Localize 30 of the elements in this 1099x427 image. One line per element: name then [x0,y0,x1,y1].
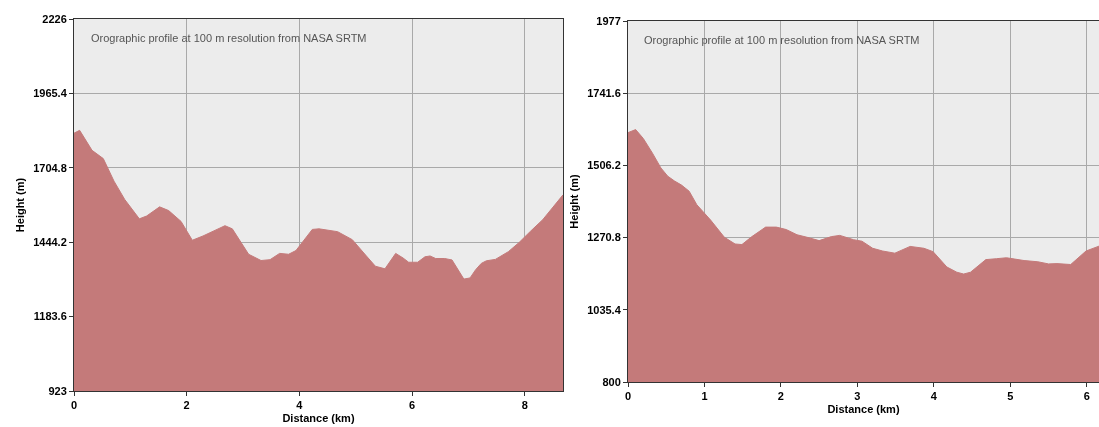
y-axis-title: Height (m) [13,177,26,233]
x-tick-label: 4 [296,399,304,412]
x-tick-label: 4 [930,390,938,403]
y-tick-label: 1444.2 [33,236,67,249]
y-tick-label: 1506.2 [587,159,621,172]
x-tick-label: 6 [1083,390,1090,403]
y-tick-label: 2226 [42,12,67,25]
x-tick-label: 2 [777,390,784,403]
x-tick-label: 3 [854,390,861,403]
x-tick-label: 8 [521,399,528,412]
y-tick-label: 800 [602,375,621,388]
y-tick-label: 1183.6 [33,310,67,323]
x-tick-label: 2 [183,399,190,412]
y-tick-label: 1965.4 [33,87,68,100]
y-tick-label: 1741.6 [587,87,621,100]
x-tick-label: 0 [624,390,632,403]
x-tick-label: 1 [701,390,708,403]
x-tick-label: 0 [70,399,78,412]
x-axis-title: Distance (km) [282,412,355,425]
annotation: Orographic profile at 100 m resolution from NASA SRTM [644,34,920,46]
y-tick-label: 1977 [596,14,621,27]
x-tick-label: 5 [1007,390,1014,403]
y-tick-label: 923 [48,384,67,397]
y-axis-title: Height (m) [567,173,580,229]
y-tick-label: 1035.4 [587,303,622,316]
annotation: Orographic profile at 100 m resolution from NASA SRTM [91,32,367,44]
y-tick-label: 1704.8 [33,161,67,174]
x-axis-title: Distance (km) [827,403,900,416]
y-tick-label: 1270.8 [587,231,621,244]
x-tick-label: 6 [408,399,416,412]
